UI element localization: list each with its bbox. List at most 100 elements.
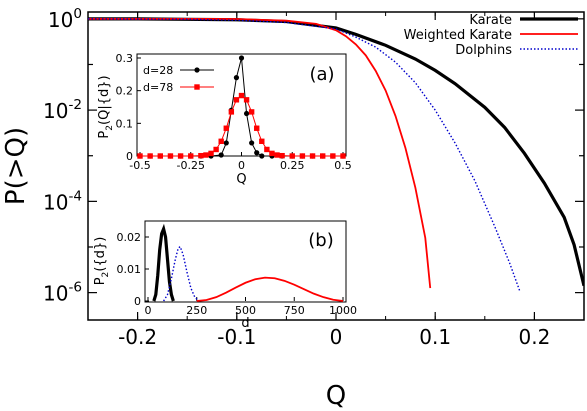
inset-a-point-square	[340, 153, 346, 159]
y-tick-label-exp: -2	[68, 97, 82, 113]
inset-a-x-tick-label: 0.5	[334, 159, 352, 172]
x-tick-label: 0.2	[518, 325, 550, 349]
y-tick-label-exp: -6	[68, 280, 82, 296]
inset-a-point-square	[289, 153, 295, 159]
inset-a-point-square	[320, 153, 326, 159]
inset-a-y-tick-label: 0.1	[116, 117, 134, 130]
inset-a-y-label: P2(Q|{d})	[97, 75, 115, 138]
inset-a-point-square	[299, 153, 306, 159]
inset-b-x-tick-label: 500	[235, 304, 256, 317]
inset-b-plot: 0 250 500 750 1000 0 0.01 0.02 d P2({d}) (b)	[93, 220, 357, 331]
inset-b-y-tick-label: 0.01	[117, 263, 142, 276]
inset-a-point-square	[177, 153, 184, 159]
inset-b-frame	[144, 220, 347, 303]
series-line-dolphins	[88, 18, 521, 291]
y-axis-label: P(>Q)	[1, 127, 31, 205]
inset-a-x-label: Q	[236, 172, 246, 187]
inset-b-y-tick-label: 0	[134, 295, 141, 308]
inset-a-point-square	[269, 150, 275, 157]
inset-a-point-square	[167, 153, 174, 159]
inset-a-x-tick-label: -0.25	[177, 159, 205, 172]
inset-a-legend-marker	[194, 67, 200, 73]
inset-a-point-square	[157, 153, 163, 159]
inset-b-y-label-sub: 2	[101, 272, 111, 278]
inset-a-point-circle	[243, 110, 250, 117]
inset-b-series-weighted-karate	[196, 276, 344, 302]
y-tick-label: 10-6	[43, 280, 82, 306]
x-axis-label: Q	[326, 381, 346, 411]
inset-a-background	[137, 54, 346, 156]
y-tick-label: 10-4	[43, 188, 82, 214]
inset-a-point-square	[188, 153, 194, 159]
inset-a-y-tick-label: 0	[126, 150, 133, 163]
x-tick-label: -0.1	[217, 325, 256, 349]
y-tick-label-base: 10	[43, 282, 68, 306]
inset-a-point-square	[198, 152, 204, 159]
inset-a-point-square	[147, 153, 153, 159]
inset-b-x-tick-label: 1000	[329, 304, 357, 317]
legend-label: Weighted Karate	[404, 28, 512, 43]
inset-a-point-square	[218, 138, 224, 144]
inset-a-y-label-sub: 2	[105, 125, 115, 131]
inset-a-point-square	[137, 153, 143, 159]
inset-a-point-square	[330, 153, 336, 159]
inset-a-y-tick-label: 0.2	[116, 85, 134, 98]
inset-a-point-square	[228, 109, 235, 115]
series-line-weighted-karate	[88, 17, 432, 289]
legend-label: Karate	[469, 13, 512, 28]
inset-a-point-square	[203, 152, 209, 158]
inset-a-point-square	[243, 97, 250, 103]
y-tick-label-exp: -4	[68, 188, 82, 204]
inset-b-y-label-base: P	[93, 277, 108, 285]
y-tick-label-base: 10	[43, 190, 68, 214]
x-tick-label: -0.2	[118, 325, 157, 349]
inset-a-plot: -0.5 -0.25 0 0.25 0.5 0 0.1 0.2 0.3 Q P2(Q|{d}) (a)…	[97, 52, 352, 187]
inset-b-y-label: P2({d})	[93, 237, 111, 286]
y-tick-label-exp: 0	[73, 6, 82, 22]
inset-a-point-circle	[249, 140, 255, 146]
inset-a-point-square	[208, 150, 214, 157]
x-tick-label: 0.1	[419, 325, 451, 349]
main-series	[88, 17, 584, 291]
inset-a-point-square	[238, 92, 245, 99]
inset-a-point-circle	[233, 75, 240, 81]
inset-a-point-square	[264, 146, 270, 153]
y-tick-label: 100	[48, 6, 82, 32]
inset-b-series-karate	[152, 223, 175, 302]
inset-a-legend-marker	[194, 84, 200, 90]
inset-b-x-tick-label: 250	[186, 304, 207, 317]
legend-label: Dolphins	[455, 43, 512, 58]
inset-b-background	[145, 221, 346, 302]
inset-a-point-circle	[259, 153, 265, 159]
inset-a-point-circle	[254, 150, 260, 156]
inset-a-legend-label: d=78	[143, 81, 173, 94]
inset-a-x-tick-label: 0	[238, 159, 245, 172]
inset-a-point-square	[259, 138, 265, 144]
inset-a-point-circle	[223, 140, 229, 146]
inset-a-point-square	[274, 152, 280, 158]
inset-a-x-tick-label: -0.5	[129, 159, 150, 172]
inset-b-y-label-rest: ({d})	[93, 237, 108, 272]
inset-b-x-label: d	[241, 316, 249, 331]
inset-b-x-tick-label: 750	[284, 304, 305, 317]
inset-a-point-square	[248, 109, 255, 115]
inset-a-point-square	[254, 125, 260, 131]
inset-a-y-label-base: P	[97, 131, 112, 139]
inset-a-point-circle	[218, 152, 224, 158]
inset-b-panel-label: (b)	[308, 230, 333, 251]
y-tick-label-base: 10	[43, 99, 68, 123]
inset-b-y-tick-label: 0.02	[117, 231, 142, 244]
inset-a-panel-label: (a)	[309, 64, 334, 85]
inset-a-point-circle	[238, 55, 245, 61]
inset-a-x-tick-label: 0.25	[280, 159, 305, 172]
inset-a-point-square	[213, 146, 219, 153]
inset-b-x-tick-label: 0	[145, 304, 152, 317]
inset-a-point-square	[309, 153, 316, 159]
inset-a-y-label-rest: (Q|{d})	[97, 75, 112, 125]
inset-b-series-dolphins	[163, 245, 200, 302]
inset-a-point-square	[279, 152, 285, 159]
y-tick-label: 10-2	[43, 97, 82, 123]
